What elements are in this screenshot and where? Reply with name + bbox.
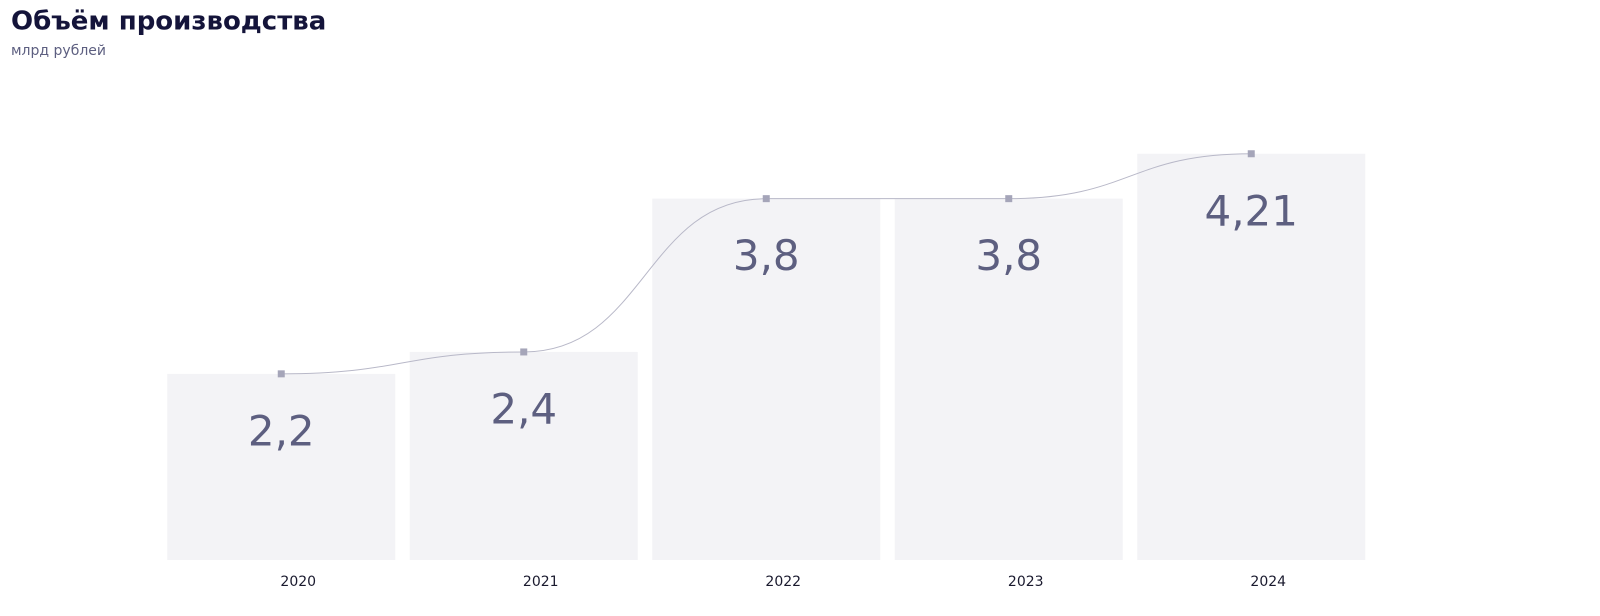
value-label: 2,4: [490, 384, 557, 433]
trend-line: [281, 153, 1252, 375]
x-tick-label: 2022: [765, 574, 801, 590]
x-tick-label: 2021: [523, 574, 559, 590]
bar: [409, 351, 638, 560]
bar: [894, 198, 1123, 560]
x-tick-label: 2020: [280, 574, 316, 590]
marker: [520, 348, 528, 356]
value-label: 2,2: [248, 406, 315, 455]
bar: [167, 373, 396, 560]
x-tick-label: 2023: [1008, 574, 1044, 590]
marker: [1005, 195, 1013, 203]
marker: [1247, 150, 1255, 158]
value-label: 3,8: [975, 231, 1042, 280]
chart-title: Объём производства: [11, 7, 326, 37]
bar: [652, 198, 881, 560]
value-label: 4,21: [1204, 186, 1298, 235]
x-tick-label: 2024: [1250, 574, 1286, 590]
marker: [762, 195, 770, 203]
chart-subtitle: млрд рублей: [11, 43, 106, 59]
value-label: 3,8: [733, 231, 800, 280]
marker: [277, 370, 285, 378]
bar: [1137, 153, 1366, 560]
